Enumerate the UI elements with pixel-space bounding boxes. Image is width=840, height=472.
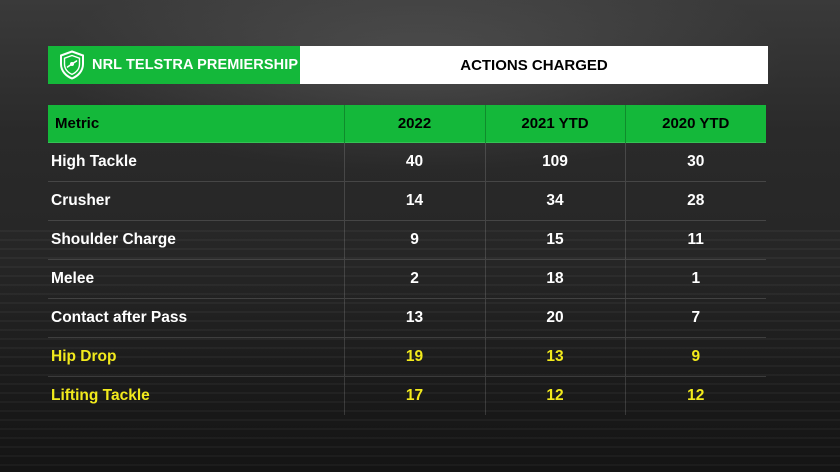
title-text: ACTIONS CHARGED: [460, 56, 608, 74]
metric-cell: Contact after Pass: [48, 298, 344, 338]
table-row: Crusher 14 34 28: [48, 181, 766, 221]
metric-cell: Melee: [48, 259, 344, 299]
value-cell-2021: 34: [484, 181, 625, 221]
metric-cell: High Tackle: [48, 142, 344, 182]
header-bar: NRL TELSTRA PREMIERSHIP ACTIONS CHARGED: [48, 46, 768, 84]
value-cell-2021: 109: [484, 142, 625, 182]
value-cell-2022: 14: [343, 181, 485, 221]
value-cell-2022: 2: [343, 259, 485, 299]
value-cell-2021: 12: [484, 376, 625, 415]
table-row: Melee 2 18 1: [48, 259, 766, 299]
value-cell-2021: 20: [484, 298, 625, 338]
value-cell-2020: 30: [624, 142, 766, 182]
value-cell-2022: 9: [343, 220, 485, 260]
metric-cell: Lifting Tackle: [48, 376, 344, 415]
actions-charged-table: Metric 2022 2021 YTD 2020 YTD High Tackl…: [48, 105, 766, 415]
metric-cell: Crusher: [48, 181, 344, 221]
value-cell-2020: 9: [624, 337, 766, 377]
value-cell-2020: 28: [624, 181, 766, 221]
value-cell-2021: 13: [484, 337, 625, 377]
value-cell-2020: 7: [624, 298, 766, 338]
brand-banner: NRL TELSTRA PREMIERSHIP: [48, 46, 300, 84]
table-header-row: Metric 2022 2021 YTD 2020 YTD: [48, 105, 766, 143]
value-cell-2022: 17: [343, 376, 485, 415]
column-header-metric: Metric: [48, 105, 344, 143]
table-row: Lifting Tackle 17 12 12: [48, 376, 766, 415]
value-cell-2021: 15: [484, 220, 625, 260]
column-header-2021-ytd: 2021 YTD: [484, 105, 625, 143]
table-row: Contact after Pass 13 20 7: [48, 298, 766, 338]
value-cell-2020: 11: [624, 220, 766, 260]
value-cell-2021: 18: [484, 259, 625, 299]
column-header-2020-ytd: 2020 YTD: [624, 105, 766, 143]
table-row: Hip Drop 19 13 9: [48, 337, 766, 377]
value-cell-2020: 1: [624, 259, 766, 299]
metric-cell: Shoulder Charge: [48, 220, 344, 260]
table-row: High Tackle 40 109 30: [48, 142, 766, 182]
value-cell-2022: 13: [343, 298, 485, 338]
value-cell-2022: 40: [343, 142, 485, 182]
page-title: ACTIONS CHARGED: [300, 46, 768, 84]
table-row: Shoulder Charge 9 15 11: [48, 220, 766, 260]
metric-cell: Hip Drop: [48, 337, 344, 377]
value-cell-2022: 19: [343, 337, 485, 377]
value-cell-2020: 12: [624, 376, 766, 415]
nrl-shield-icon: [60, 50, 84, 80]
brand-text: NRL TELSTRA PREMIERSHIP: [92, 57, 299, 73]
column-header-2022: 2022: [343, 105, 485, 143]
